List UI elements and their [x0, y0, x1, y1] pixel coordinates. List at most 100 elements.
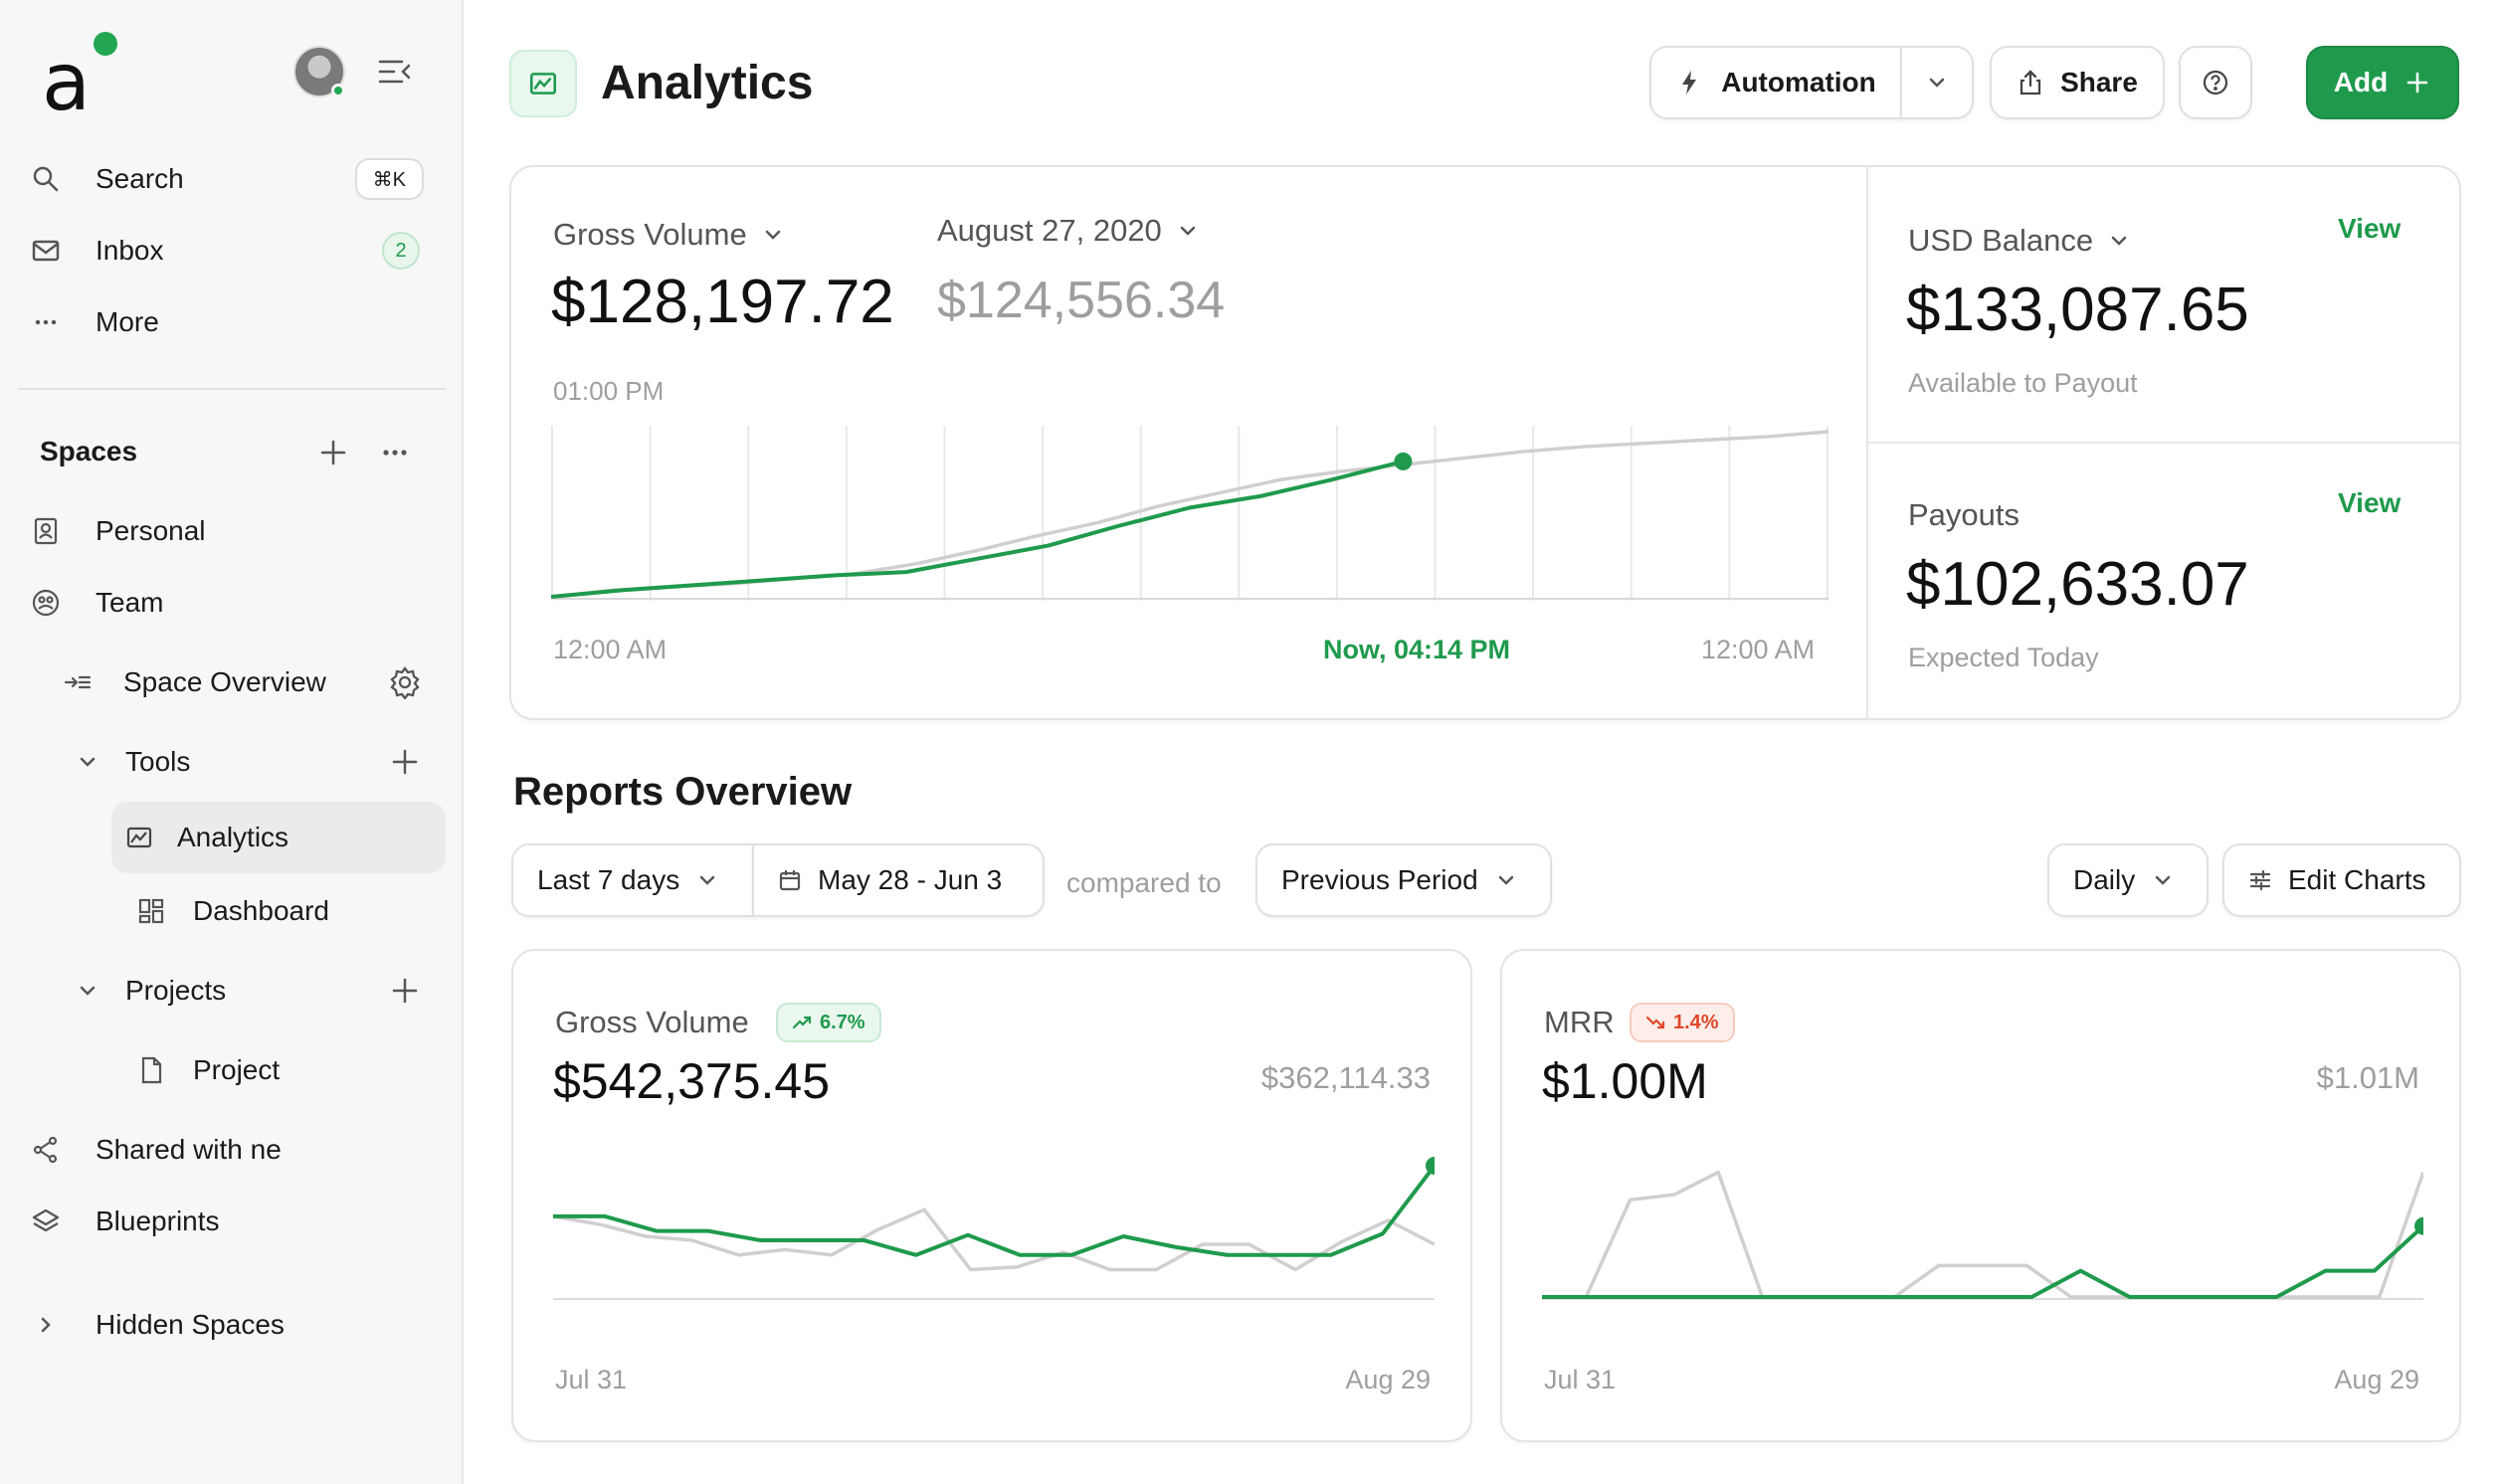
share-upload-icon: [2019, 70, 2041, 95]
analytics-icon: [111, 823, 167, 852]
usd-balance-selector[interactable]: USD Balance: [1908, 223, 2131, 259]
mrr-line-chart: [1542, 1170, 2423, 1300]
overview-card: Gross Volume $128,197.72 August 27, 2020…: [509, 165, 2461, 720]
chevron-down-icon: [765, 230, 780, 240]
sidebar: a Search ⌘K Inbox 2 More Spaces: [0, 0, 464, 1484]
chevron-down-icon: [699, 875, 715, 885]
mrr-report-card[interactable]: MRR 1.4% $1.00M $1.01M Jul 31 Aug 29: [1500, 949, 2461, 1442]
card-divider: [1868, 442, 2459, 444]
sidebar-item-analytics[interactable]: Analytics: [111, 802, 446, 873]
sidebar-item-tools[interactable]: Tools: [60, 732, 446, 792]
x-start-label: Jul 31: [555, 1365, 628, 1394]
report-label: MRR: [1544, 1005, 1615, 1039]
unread-count-badge: 2: [382, 232, 420, 270]
sidebar-item-dashboard[interactable]: Dashboard: [123, 881, 446, 941]
balance-view-link[interactable]: View: [2338, 213, 2402, 244]
add-tool-icon[interactable]: [388, 745, 422, 779]
spaces-options-icon[interactable]: [378, 436, 412, 469]
document-icon: [123, 1055, 179, 1085]
date-range-label: May 28 - Jun 3: [818, 864, 1003, 895]
x-start-label: Jul 31: [1544, 1365, 1617, 1394]
chart-time-label: 01:00 PM: [553, 376, 665, 406]
sidebar-item-projects[interactable]: Projects: [60, 961, 446, 1020]
sidebar-item-label: Space Overview: [123, 666, 326, 697]
comparison-series-line: [553, 1207, 1435, 1272]
automation-label: Automation: [1721, 67, 1876, 97]
edit-charts-button[interactable]: Edit Charts: [2222, 843, 2461, 917]
sidebar-item-project[interactable]: Project: [123, 1040, 446, 1100]
x-now-label: Now, 04:14 PM: [1323, 635, 1511, 664]
sidebar-item-personal[interactable]: Personal: [18, 501, 446, 561]
range-selector[interactable]: Last 7 days: [511, 843, 754, 917]
sidebar-item-label: Blueprints: [96, 1206, 220, 1236]
share-button[interactable]: Share: [1990, 46, 2165, 119]
overview-line-chart: [551, 426, 1828, 601]
primary-series-line: [553, 1164, 1435, 1257]
gross-volume-label: Gross Volume: [553, 217, 747, 252]
comparison-value: $124,556.34: [937, 272, 1226, 329]
sidebar-item-search[interactable]: Search ⌘K: [18, 149, 446, 209]
change-value: 6.7%: [820, 1011, 865, 1033]
sidebar-item-blueprints[interactable]: Blueprints: [18, 1192, 446, 1251]
settings-gear-icon[interactable]: [388, 665, 422, 700]
report-value: $542,375.45: [553, 1053, 831, 1109]
payouts-sub: Expected Today: [1908, 643, 2099, 672]
sliders-icon: [2249, 869, 2271, 891]
chevron-right-icon: [18, 1310, 74, 1340]
plus-icon: [2406, 72, 2428, 93]
indent-list-icon: [50, 667, 105, 697]
sidebar-item-label: More: [96, 306, 159, 337]
sidebar-item-inbox[interactable]: Inbox 2: [18, 221, 446, 280]
mail-icon: [18, 236, 74, 266]
sidebar-item-label: Shared with ne: [96, 1134, 282, 1165]
sidebar-item-team[interactable]: Team: [18, 573, 446, 633]
compared-to-label: compared to: [1066, 867, 1222, 898]
x-end-label: Aug 29: [1345, 1365, 1431, 1394]
add-button[interactable]: Add: [2306, 46, 2459, 119]
range-label: Last 7 days: [537, 864, 680, 895]
help-button[interactable]: [2179, 46, 2252, 119]
collapse-sidebar-icon[interactable]: [376, 56, 412, 88]
sidebar-item-label: Tools: [125, 746, 191, 777]
trending-up-icon: [792, 1016, 812, 1029]
report-label: Gross Volume: [555, 1005, 749, 1039]
sidebar-item-more[interactable]: More: [18, 292, 446, 352]
gross-volume-report-card[interactable]: Gross Volume 6.7% $542,375.45 $362,114.3…: [511, 949, 1472, 1442]
sidebar-item-label: Analytics: [177, 822, 289, 852]
gross-volume-selector[interactable]: Gross Volume: [553, 217, 785, 253]
svg-text:a: a: [42, 36, 91, 119]
search-icon: [18, 164, 74, 194]
lightning-icon: [1682, 71, 1697, 94]
app-logo[interactable]: a: [40, 30, 129, 119]
sidebar-divider: [18, 388, 446, 390]
comparison-period-selector[interactable]: Previous Period: [1255, 843, 1552, 917]
chevron-down-icon[interactable]: [60, 976, 115, 1006]
add-project-icon[interactable]: [388, 974, 422, 1008]
sidebar-item-label: Projects: [125, 975, 227, 1006]
card-divider: [1866, 167, 1868, 718]
interval-label: Daily: [2073, 864, 2136, 895]
sidebar-item-label: Dashboard: [193, 895, 329, 926]
chevron-down-icon: [1180, 226, 1196, 236]
avatar[interactable]: [293, 46, 345, 97]
personal-space-icon: [18, 516, 74, 546]
ellipsis-icon: [18, 307, 74, 337]
sidebar-item-hidden-spaces[interactable]: Hidden Spaces: [18, 1295, 446, 1355]
add-space-icon[interactable]: [316, 436, 350, 469]
date-selector[interactable]: August 27, 2020: [937, 213, 1200, 249]
automation-dropdown-button[interactable]: [1900, 46, 1974, 119]
usd-balance-value: $133,087.65: [1906, 276, 2249, 344]
automation-button[interactable]: Automation: [1649, 46, 1902, 119]
interval-selector[interactable]: Daily: [2047, 843, 2209, 917]
comparison-series-line: [1542, 1170, 2423, 1299]
sidebar-item-shared[interactable]: Shared with ne: [18, 1120, 446, 1180]
date-range-picker[interactable]: May 28 - Jun 3: [752, 843, 1045, 917]
usd-balance-sub: Available to Payout: [1908, 368, 2138, 398]
sidebar-item-space-overview[interactable]: Space Overview: [50, 652, 446, 712]
chevron-down-icon[interactable]: [60, 747, 115, 777]
chevron-down-icon: [2155, 875, 2171, 885]
date-label: August 27, 2020: [937, 213, 1162, 248]
current-value-dot: [1426, 1157, 1435, 1175]
payouts-view-link[interactable]: View: [2338, 487, 2402, 518]
sidebar-item-label: Search: [96, 163, 184, 194]
